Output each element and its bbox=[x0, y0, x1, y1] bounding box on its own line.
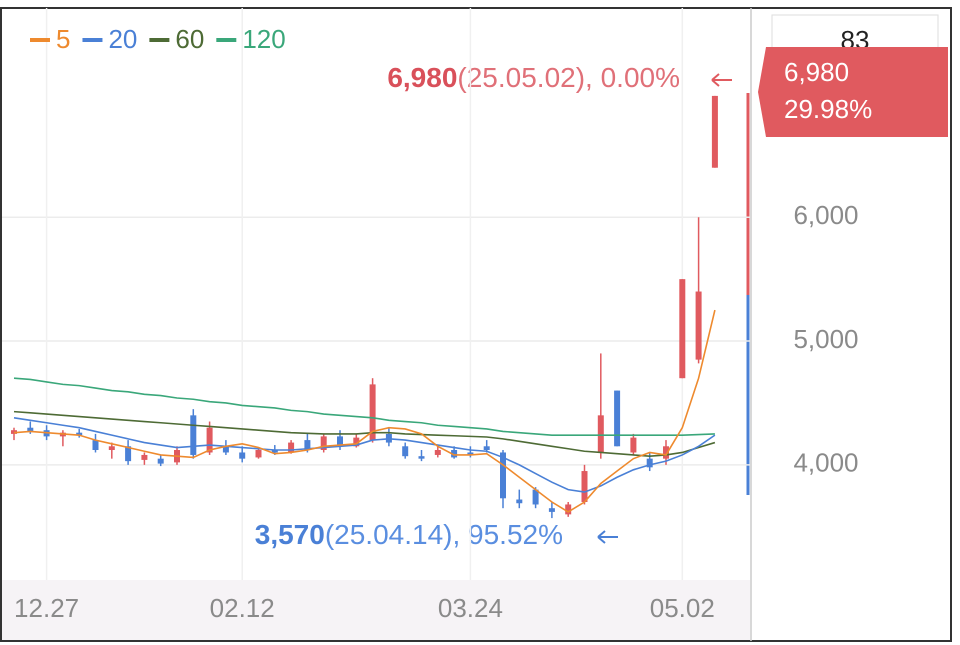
candle-body bbox=[92, 440, 99, 450]
candle-body bbox=[27, 427, 34, 432]
y-tick-label: 6,000 bbox=[793, 200, 858, 230]
ma-line bbox=[13, 309, 716, 513]
candle-body bbox=[451, 450, 458, 458]
candle-body bbox=[353, 437, 360, 447]
candle-body bbox=[483, 446, 490, 450]
candle-body bbox=[76, 432, 83, 436]
low-detail: (25.04.14), 95.52% bbox=[325, 519, 563, 550]
candle-body bbox=[532, 489, 539, 505]
candle-body bbox=[500, 452, 506, 499]
candle-body bbox=[108, 446, 115, 450]
legend-label: 120 bbox=[242, 24, 285, 54]
candle-body bbox=[369, 384, 376, 441]
candle-body bbox=[711, 95, 718, 168]
candle-body bbox=[679, 279, 686, 379]
high-annotation: 6,980(25.05.02), 0.00% bbox=[387, 62, 680, 93]
x-tick-label: 02.12 bbox=[210, 593, 275, 623]
candle-body bbox=[190, 415, 197, 455]
candle-body bbox=[565, 504, 572, 515]
y-tick-label: 5,000 bbox=[793, 324, 858, 354]
candle-body bbox=[663, 446, 669, 459]
candle-body bbox=[255, 450, 262, 458]
candle-body bbox=[157, 458, 164, 464]
candle-body bbox=[141, 454, 148, 460]
candle-body bbox=[695, 291, 702, 360]
candle-body bbox=[320, 436, 327, 450]
low-arrow bbox=[597, 530, 618, 544]
candle-body bbox=[222, 446, 229, 453]
candle-body bbox=[288, 442, 295, 453]
legend: 5 20 60 120 bbox=[30, 24, 286, 54]
candle-body bbox=[337, 436, 343, 447]
candle-body bbox=[614, 390, 621, 447]
last-price-box bbox=[758, 47, 948, 137]
candle-body bbox=[271, 450, 278, 453]
high-price: 6,980 bbox=[387, 62, 457, 93]
candle-body bbox=[239, 452, 246, 459]
last-change: 29.98% bbox=[784, 94, 872, 124]
low-annotation: 3,570(25.04.14), 95.52% bbox=[255, 519, 563, 550]
candle-body bbox=[548, 508, 555, 512]
candle-body bbox=[467, 452, 474, 455]
last-price: 6,980 bbox=[784, 57, 849, 87]
candle-body bbox=[434, 450, 441, 455]
low-price: 3,570 bbox=[255, 519, 325, 550]
candle-body bbox=[581, 471, 588, 502]
x-tick-label: 12.27 bbox=[14, 593, 79, 623]
candle-body bbox=[630, 437, 637, 453]
ma-line bbox=[13, 377, 715, 436]
high-arrow bbox=[711, 73, 732, 87]
candle-body bbox=[402, 446, 409, 457]
legend-label: 60 bbox=[175, 24, 204, 54]
x-tick-label: 03.24 bbox=[438, 593, 503, 623]
legend-label: 5 bbox=[56, 24, 70, 54]
candle-body bbox=[418, 456, 425, 459]
candle-body bbox=[646, 458, 653, 468]
y-tick-label: 4,000 bbox=[793, 448, 858, 478]
candle-body bbox=[206, 427, 213, 453]
x-axis-band bbox=[2, 580, 750, 640]
legend-label: 20 bbox=[108, 24, 137, 54]
candle-body bbox=[304, 440, 311, 450]
ma-line bbox=[13, 410, 716, 457]
candle-body bbox=[125, 446, 132, 462]
candle-body bbox=[516, 499, 523, 504]
candle-body bbox=[597, 415, 604, 453]
top-box bbox=[771, 14, 939, 54]
x-tick-label: 05.02 bbox=[650, 593, 715, 623]
high-detail: (25.05.02), 0.00% bbox=[457, 62, 680, 93]
